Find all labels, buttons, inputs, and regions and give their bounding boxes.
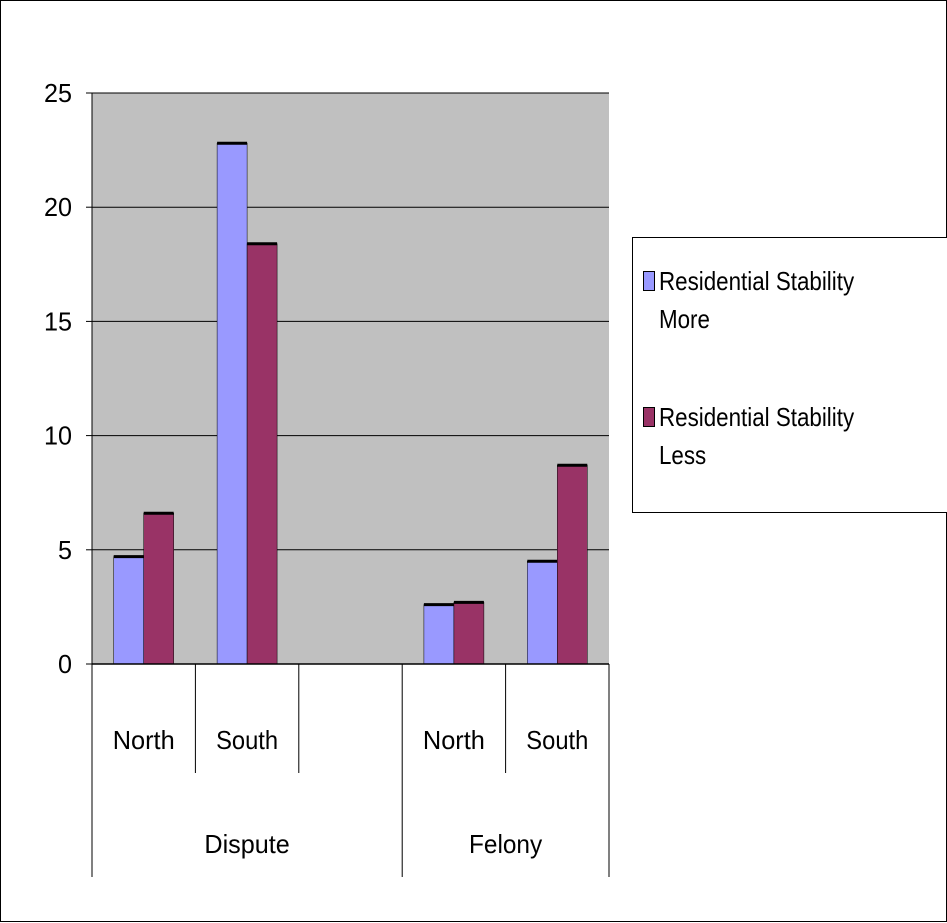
legend-item-more: Residential Stability More	[643, 262, 944, 338]
plot-area	[92, 93, 609, 664]
bar	[423, 604, 455, 665]
gridlines	[92, 92, 609, 551]
bar	[246, 243, 278, 665]
y-tick-label: 25	[44, 78, 72, 108]
group-label: Dispute	[204, 829, 289, 859]
group-label: Felony	[469, 829, 542, 859]
category-label: South	[526, 725, 588, 755]
legend-label-less: Residential Stability Less	[659, 402, 855, 470]
axis-labels: 0 5 10 15 20 25 North South North South Dispute Fel…	[44, 78, 588, 859]
category-label: South	[216, 725, 278, 755]
legend-swatch-more	[643, 271, 655, 291]
bar	[527, 560, 558, 665]
y-tick-label: 10	[44, 421, 72, 451]
bar	[557, 465, 588, 665]
legend: Residential Stability More Residential S…	[632, 237, 947, 513]
bar	[216, 142, 248, 665]
category-label: North	[113, 725, 175, 755]
y-tick-label: 15	[44, 306, 72, 336]
bar	[113, 556, 144, 665]
bar	[453, 602, 485, 665]
category-label: North	[423, 725, 485, 755]
y-tick-label: 5	[58, 535, 72, 565]
legend-label-more: Residential Stability More	[659, 266, 855, 334]
bar	[143, 513, 174, 665]
legend-item-less: Residential Stability Less	[643, 398, 944, 474]
y-tick-label: 20	[44, 192, 72, 222]
legend-swatch-less	[643, 407, 655, 427]
y-tick-label: 0	[58, 649, 72, 679]
axes	[86, 92, 610, 877]
